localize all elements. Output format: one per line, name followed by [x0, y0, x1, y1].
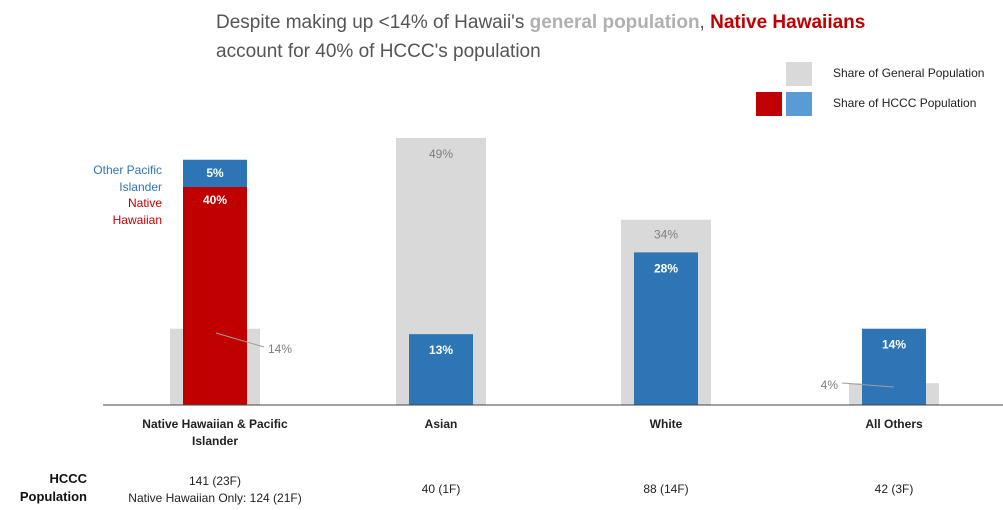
- data-label-hccc-white: 28%: [654, 261, 678, 275]
- hccc-population-all-others: 42 (3F): [874, 482, 914, 496]
- side-label-native-hawaiian-1: Native: [128, 196, 162, 210]
- hccc-population-note: Native Hawaiian Only: 124 (21F): [128, 491, 302, 505]
- category-label-all-others: All Others: [865, 417, 923, 431]
- hccc-population-row-title: HCCC Population: [19, 471, 87, 504]
- category-label-nhpi: Native Hawaiian & Pacific Islander: [142, 417, 288, 448]
- leader-line-all-others: [841, 382, 895, 388]
- data-label-general-asian: 49%: [429, 147, 453, 161]
- legend-swatch-hccc: [786, 92, 812, 116]
- hccc-bar-asian: [409, 334, 473, 405]
- hccc-bar-white: [634, 252, 698, 405]
- data-label-hccc-all-others: 14%: [882, 338, 906, 352]
- side-label-other-pacific-islander-2: Islander: [119, 180, 162, 194]
- data-label-native-hawaiian: 40%: [203, 193, 227, 207]
- legend-swatch-native: [756, 92, 782, 116]
- hccc-bar-native-hawaiian: [183, 187, 247, 405]
- side-label-other-pacific-islander-1: Other Pacific: [93, 163, 162, 177]
- legend-label-hccc: Share of HCCC Population: [833, 96, 977, 110]
- data-label-general-all-others: 4%: [821, 378, 839, 392]
- legend-item-general: Share of General Population: [756, 62, 1003, 86]
- data-label-other-pacific-islander: 5%: [206, 166, 224, 180]
- bar-chart: 5% 40% 13% 28% 14% 49% 34% 14% 4% Other Pacific Is…: [93, 137, 1003, 406]
- hccc-population-nhpi: 141 (23F) Native Hawaiian Only: 124 (21F…: [100, 473, 330, 507]
- legend-item-hccc: Share of HCCC Population: [756, 92, 1003, 116]
- hccc-population-value-nhpi: 141 (23F): [188, 474, 242, 488]
- hccc-bar-all-others: [862, 328, 926, 405]
- leader-line-nhpi: [215, 332, 265, 348]
- hccc-bar-other-pacific-islander: [183, 159, 247, 187]
- category-label-asian: Asian: [424, 417, 458, 431]
- title-line-2: account for 40% of HCCC's population: [216, 41, 541, 62]
- hccc-population-white: 88 (14F): [643, 482, 689, 496]
- title-text-1: Despite making up <14% of Hawaii's: [216, 12, 530, 33]
- chart-legend: Share of General Population Share of HCC…: [756, 62, 1003, 122]
- title-text-2: ,: [699, 12, 711, 33]
- title-highlight-native: Native Hawaiians: [710, 12, 866, 33]
- title-highlight-general: general population: [529, 12, 700, 33]
- data-label-general-white: 34%: [654, 228, 678, 242]
- legend-label-general: Share of General Population: [833, 66, 985, 80]
- legend-swatch-general: [786, 62, 812, 86]
- side-label-native-hawaiian-2: Hawaiian: [113, 213, 162, 227]
- category-label-white: White: [649, 417, 683, 431]
- data-label-hccc-asian: 13%: [429, 343, 453, 357]
- hccc-population-asian: 40 (1F): [421, 482, 461, 496]
- data-label-general-nhpi: 14%: [268, 342, 292, 356]
- chart-title: Despite making up <14% of Hawaii's gener…: [216, 8, 996, 66]
